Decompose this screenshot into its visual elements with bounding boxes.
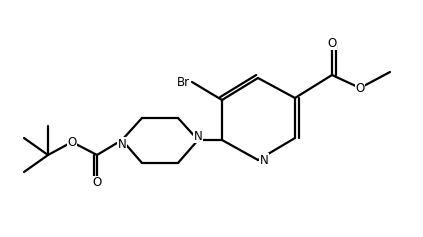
Text: O: O bbox=[67, 136, 77, 149]
Text: N: N bbox=[260, 154, 269, 167]
Text: Br: Br bbox=[177, 76, 190, 88]
Text: N: N bbox=[194, 129, 202, 142]
Text: O: O bbox=[355, 82, 365, 95]
Text: N: N bbox=[118, 137, 126, 150]
Text: O: O bbox=[327, 36, 337, 50]
Text: O: O bbox=[92, 177, 102, 190]
